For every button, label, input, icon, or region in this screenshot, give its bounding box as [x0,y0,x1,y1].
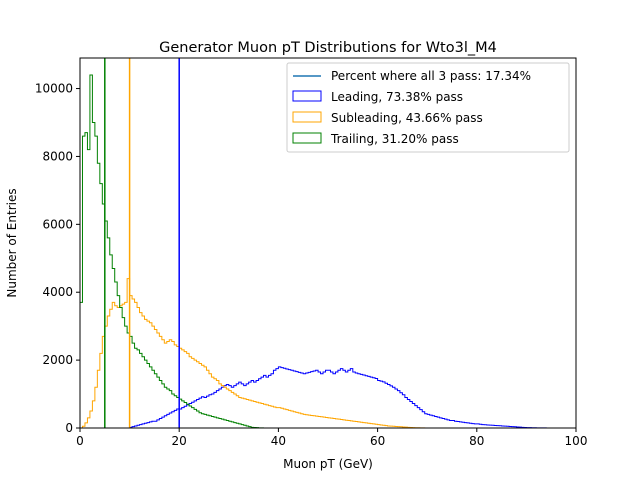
axes-frame [79,57,577,429]
x-tick-label: 60 [370,434,385,448]
legend-label-subleading: Subleading, 43.66% pass [331,111,483,125]
y-tick-label: 0 [65,421,73,435]
y-tick-label: 10000 [35,82,73,96]
y-axis-label: Number of Entries [5,188,19,297]
x-tick-label: 0 [76,434,84,448]
y-axis-ticks: 0 2000 4000 6000 8000 10000 [35,82,80,435]
x-tick-label: 40 [271,434,286,448]
histogram-subleading [80,278,440,429]
legend-line-label: Percent where all 3 pass: 17.34% [331,69,531,83]
x-axis-label: Muon pT (GeV) [283,457,373,471]
legend-swatch-subleading [292,111,322,123]
y-tick-label: 8000 [42,149,73,163]
legend: Percent where all 3 pass: 17.34% Leading… [286,62,570,153]
chart-title: Generator Muon pT Distributions for Wto3… [159,40,497,56]
y-tick-label: 6000 [42,217,73,231]
legend-label-leading: Leading, 73.38% pass [331,90,463,104]
x-axis-ticks: 0 20 40 60 80 100 [76,428,587,448]
y-tick-label: 4000 [42,285,73,299]
cut-lines-group [104,58,180,428]
legend-label-trailing: Trailing, 31.20% pass [330,132,459,146]
legend-box [286,62,570,153]
histogram-trailing [79,74,269,429]
x-tick-label: 80 [469,434,484,448]
x-tick-label: 100 [565,434,588,448]
y-tick-label: 2000 [42,353,73,367]
legend-swatch-leading [292,90,322,102]
x-tick-label: 20 [172,434,187,448]
legend-swatch-trailing [292,132,322,144]
plot-area [79,57,577,429]
